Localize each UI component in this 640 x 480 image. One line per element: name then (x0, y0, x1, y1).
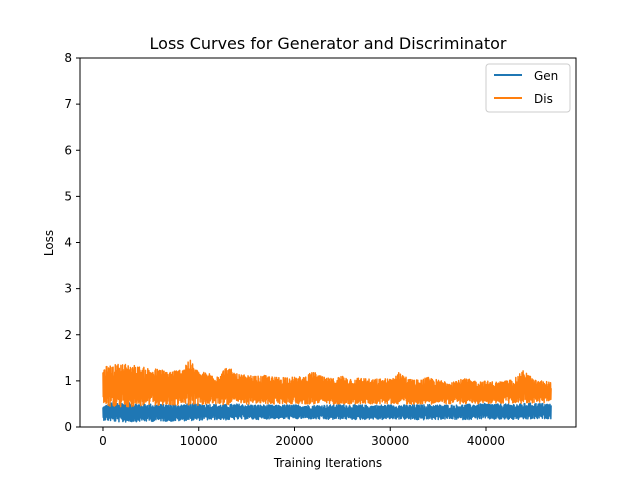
plot-background (80, 58, 576, 427)
y-tick-label: 1 (64, 374, 72, 388)
x-axis: 0 10000 20000 30000 40000 (99, 427, 505, 448)
chart-title: Loss Curves for Generator and Discrimina… (150, 34, 507, 53)
series-layer (102, 359, 552, 423)
y-axis-label: Loss (42, 230, 56, 256)
y-tick-label: 8 (64, 51, 72, 65)
y-tick-label: 5 (64, 189, 72, 203)
x-tick-label: 30000 (371, 434, 409, 448)
x-tick-label: 20000 (275, 434, 313, 448)
y-tick-label: 0 (64, 420, 72, 434)
y-tick-label: 2 (64, 328, 72, 342)
y-tick-label: 7 (64, 97, 72, 111)
x-tick-label: 0 (99, 434, 107, 448)
x-tick-label: 10000 (180, 434, 218, 448)
x-axis-label: Training Iterations (273, 456, 382, 470)
x-tick-label: 40000 (467, 434, 505, 448)
plot-area (79, 57, 577, 428)
y-axis: 0 1 2 3 4 5 6 7 8 (64, 51, 80, 434)
series-line-gen (102, 401, 552, 423)
legend-label-gen: Gen (534, 69, 558, 83)
legend-label-dis: Dis (534, 92, 553, 106)
y-tick-label: 6 (64, 143, 72, 157)
legend: Gen Dis (485, 63, 571, 113)
series-line-dis (102, 359, 552, 408)
y-tick-label: 3 (64, 282, 72, 296)
y-tick-label: 4 (64, 236, 72, 250)
